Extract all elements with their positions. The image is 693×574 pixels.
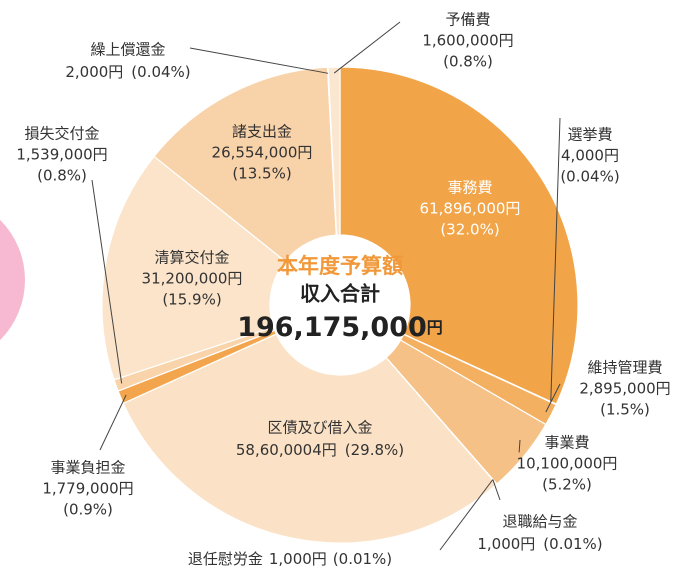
value-label: (32.0%) <box>440 221 499 239</box>
leader-line <box>99 394 127 451</box>
amount-label: 58,60,0004円 <box>236 441 337 459</box>
leader-line <box>518 439 521 453</box>
category-label: 選挙費 <box>567 126 612 144</box>
value-label: (5.2%) <box>542 476 592 494</box>
value-label: (0.8%) <box>443 53 493 71</box>
amount-value-line: 2,000円 (0.04%) <box>65 63 190 81</box>
leader-line <box>439 479 494 551</box>
value-label: (0.04%) <box>131 63 190 81</box>
center-total: 196,175,000 <box>237 312 427 343</box>
leader-line <box>545 383 561 413</box>
value-label: (0.04%) <box>560 168 619 186</box>
amount-label: 1,000円 <box>477 535 535 553</box>
leader-line <box>333 21 401 74</box>
amount-label: 1,779,000円 <box>42 480 133 498</box>
category-label: 事務費 <box>447 179 492 197</box>
category-label: 清算交付金 <box>154 249 229 267</box>
leader-line <box>492 479 501 501</box>
leader-line <box>91 179 123 384</box>
center-unit: 円 <box>427 318 443 337</box>
category-label: 維持管理費 <box>587 359 662 377</box>
value-label: (1.5%) <box>600 401 650 419</box>
center-total-line: 196,175,000円 <box>237 312 443 343</box>
value-label: (0.9%) <box>63 501 113 519</box>
segments <box>101 66 579 544</box>
label-line: 退任慰労金 1,000円 (0.01%) <box>188 550 392 568</box>
amount-label: 2,000円 <box>65 63 123 81</box>
amount-label: 10,100,000円 <box>517 455 618 473</box>
category-label: 予備費 <box>445 11 490 29</box>
category-label: 区債及び借入金 <box>267 419 372 437</box>
category-label: 諸支出金 <box>232 123 292 141</box>
amount-label: 26,554,000円 <box>212 144 313 162</box>
category-label: 退職給与金 <box>502 513 577 531</box>
leader-line <box>550 117 561 402</box>
donut-hole <box>270 235 410 375</box>
value-label: (15.9%) <box>162 291 221 309</box>
value-label: (29.8%) <box>345 441 404 459</box>
category-label: 退任慰労金 <box>188 550 263 568</box>
category-label: 損失交付金 <box>24 125 99 143</box>
value-label: (13.5%) <box>232 165 291 183</box>
value-label: (0.01%) <box>543 535 602 553</box>
amount-label: 1,600,000円 <box>422 32 513 50</box>
amount-label: 61,896,000円 <box>420 200 521 218</box>
amount-label: 31,200,000円 <box>142 270 243 288</box>
value-label: (0.01%) <box>333 550 392 568</box>
donut-segment <box>122 333 498 544</box>
category-label: 事業負担金 <box>50 459 125 477</box>
value-label: (0.8%) <box>37 167 87 185</box>
center-subtitle: 収入合計 <box>300 282 380 306</box>
amount-label: 1,539,000円 <box>16 146 107 164</box>
category-label: 繰上償還金 <box>90 41 165 59</box>
center-title: 本年度予算額 <box>277 254 403 278</box>
amount-label: 2,895,000円 <box>579 380 670 398</box>
leader-line <box>189 47 329 74</box>
decoration <box>0 219 25 341</box>
category-label: 事業費 <box>544 434 589 452</box>
amount-label: 1,000円 <box>269 550 327 568</box>
amount-value-line: 1,000円 (0.01%) <box>477 535 602 553</box>
amount-label: 4,000円 <box>561 147 619 165</box>
amount-value-line: 58,60,0004円 (29.8%) <box>236 441 404 459</box>
